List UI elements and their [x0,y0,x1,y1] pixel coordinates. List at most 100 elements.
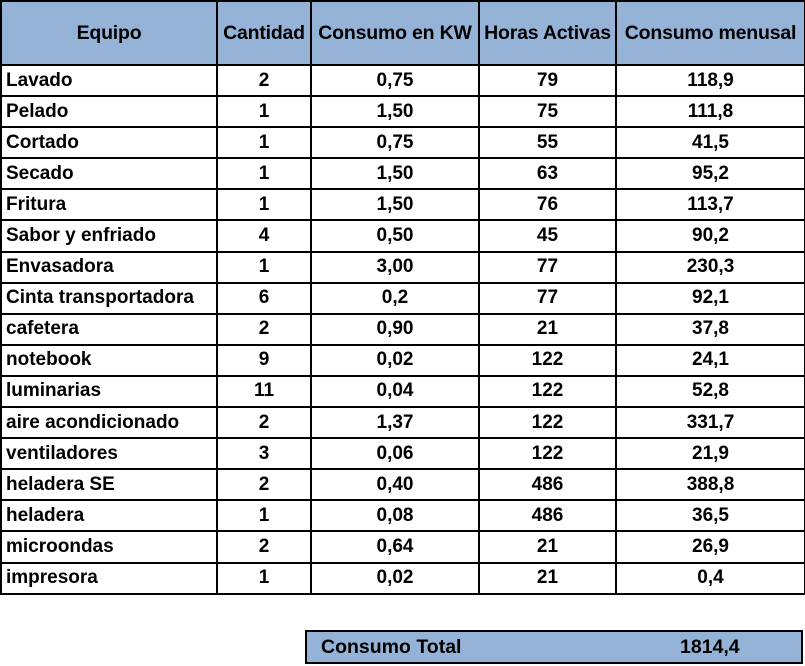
cell-horas-activas: 122 [478,374,617,409]
table-row: aire acondicionado 2 1,37 122 331,7 [0,406,805,440]
cell-equipo: microondas [0,530,218,564]
table-row: impresora 1 0,02 21 0,4 [0,561,805,595]
table-row: notebook 9 0,02 122 24,1 [0,343,805,377]
cell-horas-activas: 45 [478,219,617,253]
cell-horas-activas: 76 [478,188,617,222]
header-row: Equipo Cantidad Consumo en KW Horas Acti… [0,0,805,66]
total-row: Consumo Total 1814,4 [305,630,803,664]
cell-equipo: Fritura [0,188,218,222]
table-row: Secado 1 1,50 63 95,2 [0,157,805,191]
cell-cantidad: 3 [216,437,312,471]
cell-consumo-mensual: 118,9 [615,63,805,98]
cell-equipo: Sabor y enfriado [0,219,218,253]
cell-consumo-kw: 0,75 [310,63,480,98]
cell-horas-activas: 63 [478,157,617,191]
cell-consumo-kw: 0,40 [310,468,480,502]
cell-equipo: heladera [0,499,218,533]
cell-consumo-mensual: 95,2 [615,157,805,191]
cell-consumo-mensual: 36,5 [615,499,805,533]
table-header: Equipo Cantidad Consumo en KW Horas Acti… [0,0,805,66]
table-row: Pelado 1 1,50 75 111,8 [0,95,805,129]
cell-consumo-kw: 0,04 [310,374,480,409]
total-value: 1814,4 [680,635,740,658]
cell-equipo: aire acondicionado [0,406,218,440]
cell-consumo-mensual: 331,7 [615,406,805,440]
cell-equipo: impresora [0,561,218,595]
table-row: Sabor y enfriado 4 0,50 45 90,2 [0,219,805,253]
cell-cantidad: 1 [216,126,312,160]
cell-consumo-kw: 0,08 [310,499,480,533]
header-consumo-mensual: Consumo menusal [615,0,805,66]
header-consumo-kw: Consumo en KW [310,0,480,66]
header-cantidad: Cantidad [216,0,312,66]
cell-consumo-kw: 0,02 [310,343,480,377]
cell-cantidad: 1 [216,188,312,222]
cell-consumo-mensual: 24,1 [615,343,805,377]
cell-cantidad: 2 [216,63,312,98]
cell-consumo-mensual: 230,3 [615,250,805,284]
cell-cantidad: 2 [216,312,312,346]
table-row: heladera 1 0,08 486 36,5 [0,499,805,533]
table-row: cafetera 2 0,90 21 37,8 [0,312,805,346]
table-row: Cortado 1 0,75 55 41,5 [0,126,805,160]
cell-consumo-kw: 3,00 [310,250,480,284]
cell-consumo-mensual: 111,8 [615,95,805,129]
cell-equipo: Envasadora [0,250,218,284]
cell-equipo: luminarias [0,374,218,409]
table-row: Lavado 2 0,75 79 118,9 [0,63,805,98]
cell-consumo-kw: 0,2 [310,281,480,315]
cell-equipo: ventiladores [0,437,218,471]
cell-consumo-mensual: 113,7 [615,188,805,222]
cell-horas-activas: 486 [478,499,617,533]
consumption-table: Equipo Cantidad Consumo en KW Horas Acti… [0,0,805,595]
header-horas-activas: Horas Activas [478,0,617,66]
cell-horas-activas: 77 [478,281,617,315]
cell-cantidad: 6 [216,281,312,315]
table-row: microondas 2 0,64 21 26,9 [0,530,805,564]
table-body: Lavado 2 0,75 79 118,9 Pelado 1 1,50 75 111,8 Cort… [0,63,805,595]
cell-consumo-kw: 0,90 [310,312,480,346]
cell-horas-activas: 75 [478,95,617,129]
cell-cantidad: 1 [216,561,312,595]
cell-consumo-mensual: 90,2 [615,219,805,253]
cell-cantidad: 2 [216,468,312,502]
cell-consumo-mensual: 37,8 [615,312,805,346]
cell-consumo-kw: 0,64 [310,530,480,564]
cell-consumo-kw: 0,06 [310,437,480,471]
cell-cantidad: 11 [216,374,312,409]
header-equipo: Equipo [0,0,218,66]
cell-consumo-mensual: 26,9 [615,530,805,564]
cell-cantidad: 4 [216,219,312,253]
cell-horas-activas: 79 [478,63,617,98]
cell-equipo: Cortado [0,126,218,160]
cell-cantidad: 1 [216,250,312,284]
table-row: ventiladores 3 0,06 122 21,9 [0,437,805,471]
cell-consumo-kw: 1,50 [310,157,480,191]
cell-equipo: notebook [0,343,218,377]
cell-consumo-mensual: 92,1 [615,281,805,315]
cell-cantidad: 2 [216,530,312,564]
total-label: Consumo Total [321,635,462,658]
cell-consumo-kw: 0,02 [310,561,480,595]
cell-consumo-mensual: 0,4 [615,561,805,595]
cell-consumo-mensual: 41,5 [615,126,805,160]
cell-consumo-kw: 0,50 [310,219,480,253]
cell-consumo-mensual: 52,8 [615,374,805,409]
cell-horas-activas: 122 [478,406,617,440]
table-row: Envasadora 1 3,00 77 230,3 [0,250,805,284]
table-row: luminarias 11 0,04 122 52,8 [0,374,805,409]
cell-horas-activas: 122 [478,437,617,471]
cell-consumo-mensual: 388,8 [615,468,805,502]
cell-consumo-kw: 1,37 [310,406,480,440]
cell-horas-activas: 55 [478,126,617,160]
table-row: Fritura 1 1,50 76 113,7 [0,188,805,222]
cell-consumo-kw: 0,75 [310,126,480,160]
cell-consumo-kw: 1,50 [310,95,480,129]
cell-horas-activas: 21 [478,530,617,564]
cell-cantidad: 1 [216,157,312,191]
cell-horas-activas: 21 [478,561,617,595]
cell-equipo: Secado [0,157,218,191]
cell-consumo-mensual: 21,9 [615,437,805,471]
cell-horas-activas: 122 [478,343,617,377]
